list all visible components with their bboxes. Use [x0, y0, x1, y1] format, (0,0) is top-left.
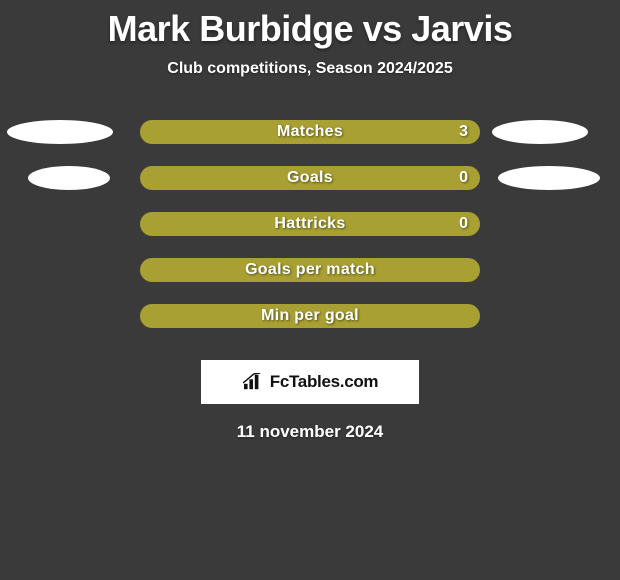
stat-row: Matches 3 [0, 120, 620, 166]
stat-bar: Goals 0 [140, 166, 480, 190]
player-right-marker [498, 166, 600, 190]
stat-label: Hattricks [274, 215, 345, 233]
player-left-marker [7, 120, 113, 144]
comparison-chart: Matches 3 Goals 0 Hattricks 0 Goals per match M… [0, 120, 620, 350]
stat-bar: Hattricks 0 [140, 212, 480, 236]
footer-logo-text: FcTables.com [270, 372, 379, 392]
bar-chart-icon [242, 373, 264, 391]
subtitle: Club competitions, Season 2024/2025 [0, 60, 620, 78]
stat-row: Goals per match [0, 258, 620, 304]
stat-bar: Goals per match [140, 258, 480, 282]
stat-label: Goals [287, 169, 333, 187]
page-title: Mark Burbidge vs Jarvis [0, 0, 620, 50]
player-left-marker [28, 166, 110, 190]
stat-label: Matches [277, 123, 343, 141]
stat-label: Goals per match [245, 261, 375, 279]
stat-value: 3 [459, 123, 468, 141]
stat-bar: Matches 3 [140, 120, 480, 144]
footer-logo[interactable]: FcTables.com [201, 360, 419, 404]
player-right-marker [492, 120, 588, 144]
stat-value: 0 [459, 215, 468, 233]
stat-bar: Min per goal [140, 304, 480, 328]
stat-label: Min per goal [261, 307, 359, 325]
stat-row: Hattricks 0 [0, 212, 620, 258]
stat-row: Goals 0 [0, 166, 620, 212]
stat-value: 0 [459, 169, 468, 187]
stat-row: Min per goal [0, 304, 620, 350]
footer-date: 11 november 2024 [0, 422, 620, 442]
